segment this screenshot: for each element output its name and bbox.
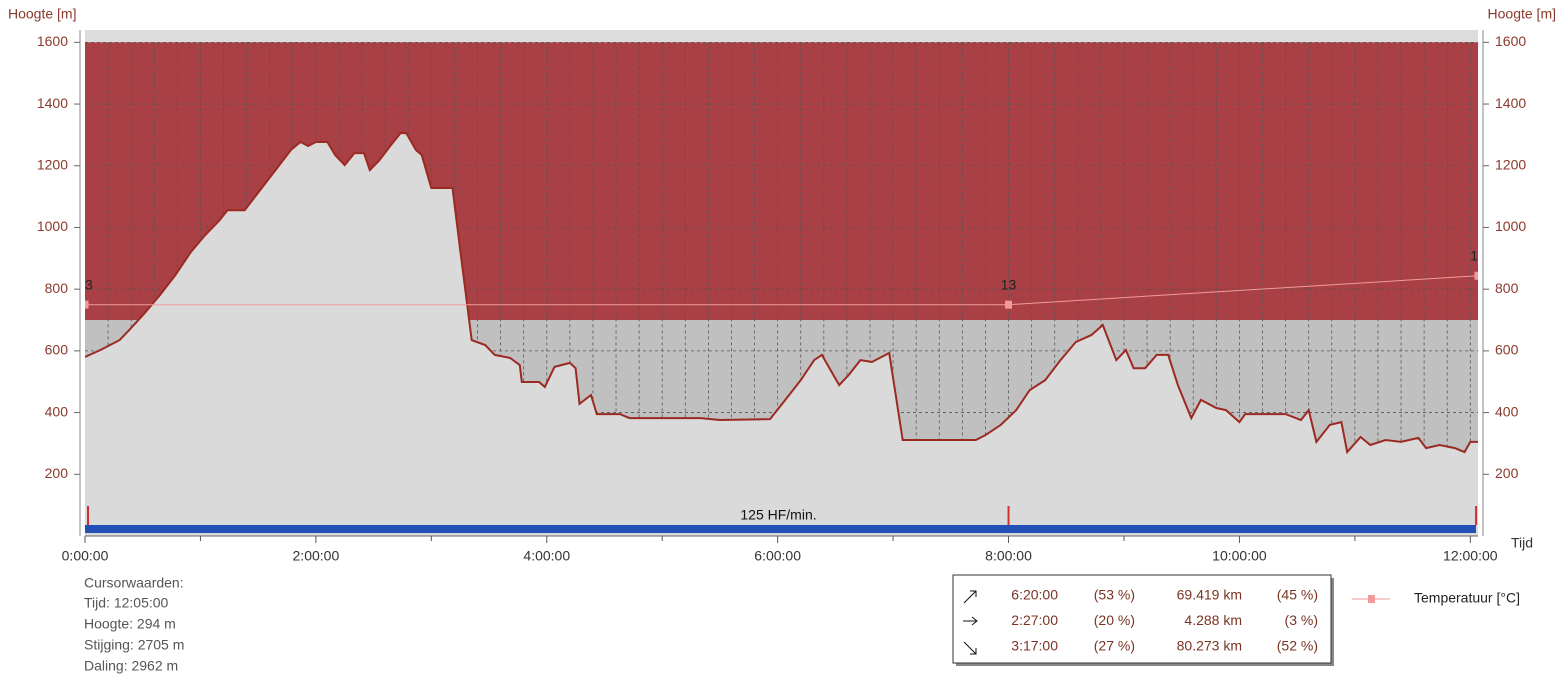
cursor-line: Tijd: 12:05:00 [84, 595, 169, 611]
y2-axis-label: Hoogte [m] [1488, 6, 1556, 22]
stats-cell: (27 %) [1094, 638, 1135, 654]
temperature-label: 15 [1470, 247, 1486, 263]
x-tick-label: 2:00:00 [293, 548, 340, 564]
y-tick-label: 800 [45, 280, 69, 296]
y2-tick-label: 1200 [1495, 156, 1526, 172]
direction-icon [963, 641, 977, 655]
stats-cell: 69.419 km [1177, 587, 1242, 603]
stats-cell: 6:20:00 [1011, 587, 1058, 603]
hr-band [85, 525, 1476, 533]
stats-cell: 3:17:00 [1011, 638, 1058, 654]
y-tick-label: 600 [45, 342, 69, 358]
cursor-line: Hoogte: 294 m [84, 616, 176, 632]
cursor-line: Daling: 2962 m [84, 658, 178, 674]
stats-cell: (45 %) [1277, 587, 1318, 603]
y2-tick-label: 600 [1495, 342, 1519, 358]
x-tick-label: 12:00:00 [1443, 548, 1498, 564]
x-tick-label: 8:00:00 [985, 548, 1032, 564]
stats-cell: 2:27:00 [1011, 612, 1058, 628]
plot-layer: 13 13 15 [77, 132, 1486, 536]
x-axis-label: Tijd [1511, 535, 1533, 551]
stats-cell: (3 %) [1285, 612, 1318, 628]
temperature-point [85, 300, 89, 309]
x-tick-label: 10:00:00 [1212, 548, 1267, 564]
y2-tick-label: 400 [1495, 403, 1519, 419]
stats-cell: (20 %) [1094, 612, 1135, 628]
y-tick-label: 400 [45, 403, 69, 419]
direction-icon [963, 590, 977, 604]
temperature-label: 13 [77, 276, 93, 292]
elevation-line [85, 132, 1478, 455]
stats-cell: 80.273 km [1177, 638, 1242, 654]
y2-tick-label: 200 [1495, 465, 1519, 481]
stats-box [952, 574, 1332, 664]
temperature-label: 13 [1001, 276, 1017, 292]
stats-cell: (53 %) [1094, 587, 1135, 603]
hr-label: 125 HF/min. [740, 507, 816, 523]
y2-tick-label: 1600 [1495, 33, 1526, 49]
x-tick-label: 6:00:00 [754, 548, 801, 564]
y-tick-label: 1200 [37, 156, 68, 172]
x-tick-label: 0:00:00 [62, 548, 109, 564]
temperature-point [1474, 271, 1478, 280]
y2-tick-label: 800 [1495, 280, 1519, 296]
stats-cell: (52 %) [1277, 638, 1318, 654]
y-tick-label: 1600 [37, 33, 68, 49]
y-tick-label: 1000 [37, 218, 68, 234]
cursor-title: Cursorwaarden: [84, 575, 184, 591]
elevation-area [85, 133, 1478, 536]
y-axis-label: Hoogte [m] [8, 6, 76, 22]
stats-cell: 4.288 km [1184, 612, 1242, 628]
cursor-line: Stijging: 2705 m [84, 637, 184, 653]
legend-label: Temperatuur [°C] [1414, 590, 1520, 606]
direction-icon [963, 616, 978, 626]
legend-marker [1368, 595, 1375, 603]
y2-tick-label: 1400 [1495, 95, 1526, 111]
y-tick-label: 1400 [37, 95, 68, 111]
y2-tick-label: 1000 [1495, 218, 1526, 234]
temperature-point [1005, 300, 1013, 309]
y-tick-label: 200 [45, 465, 69, 481]
x-tick-label: 4:00:00 [523, 548, 570, 564]
